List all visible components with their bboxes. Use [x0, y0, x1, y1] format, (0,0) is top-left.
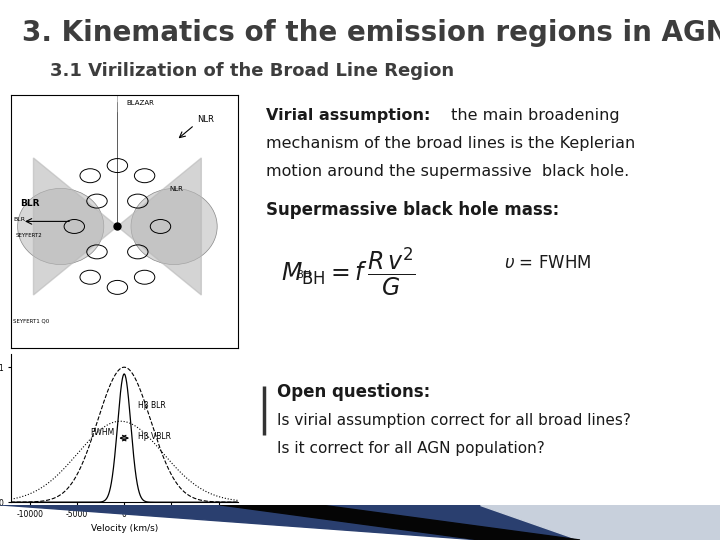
- Text: Open questions:: Open questions:: [277, 383, 431, 401]
- Hβ BLR: [120, 364, 128, 370]
- Polygon shape: [480, 505, 720, 540]
- Text: Hβ VBLR: Hβ VBLR: [138, 432, 171, 441]
- Text: $M_{\mathrm{BH}} = f\,\dfrac{R\,v^2}{G}$: $M_{\mathrm{BH}} = f\,\dfrac{R\,v^2}{G}$: [281, 246, 415, 298]
- Text: motion around the supermassive  black hole.: motion around the supermassive black hol…: [266, 164, 630, 179]
- Text: BLR: BLR: [13, 218, 25, 222]
- Hβ BLR: [117, 365, 125, 372]
- Hβ BLR: [227, 499, 235, 505]
- Hβ BLR: [111, 372, 120, 378]
- Text: 3.1 Virilization of the Broad Line Region: 3.1 Virilization of the Broad Line Regio…: [50, 62, 454, 80]
- Text: Virial assumption:: Virial assumption:: [266, 108, 431, 123]
- Polygon shape: [117, 158, 202, 295]
- Hβ BLR: [18, 499, 27, 505]
- Text: Is virial assumption correct for all broad lines?: Is virial assumption correct for all bro…: [277, 413, 631, 428]
- Text: BLR: BLR: [20, 199, 40, 208]
- Text: $\upsilon$ = FWHM: $\upsilon$ = FWHM: [504, 254, 591, 272]
- Text: Hβ BLR: Hβ BLR: [138, 401, 166, 410]
- Line: Hβ BLR: Hβ BLR: [11, 367, 238, 502]
- Text: SEYFERT1 Q0: SEYFERT1 Q0: [13, 319, 49, 324]
- Text: the main broadening: the main broadening: [446, 108, 620, 123]
- Text: Is it correct for all AGN population?: Is it correct for all AGN population?: [277, 441, 545, 456]
- Text: FWHM: FWHM: [90, 428, 114, 437]
- Hβ BLR: [227, 499, 235, 505]
- Hβ BLR: [6, 499, 15, 505]
- Polygon shape: [220, 505, 580, 540]
- Text: BH: BH: [297, 270, 312, 280]
- Text: BLAZAR: BLAZAR: [126, 100, 154, 106]
- Ellipse shape: [131, 188, 217, 265]
- Text: SEYFERT2: SEYFERT2: [15, 233, 42, 238]
- Polygon shape: [0, 505, 720, 540]
- Text: mechanism of the broad lines is the Keplerian: mechanism of the broad lines is the Kepl…: [266, 136, 636, 151]
- X-axis label: Velocity (km/s): Velocity (km/s): [91, 524, 158, 534]
- Ellipse shape: [17, 188, 104, 265]
- Text: NLR: NLR: [197, 116, 214, 124]
- Hβ BLR: [233, 499, 242, 505]
- Text: 3. Kinematics of the emission regions in AGNs: 3. Kinematics of the emission regions in…: [22, 19, 720, 47]
- Polygon shape: [34, 158, 117, 295]
- Hβ BLR: [185, 492, 194, 499]
- Text: Supermassive black hole mass:: Supermassive black hole mass:: [266, 201, 559, 219]
- Text: NLR: NLR: [169, 186, 184, 192]
